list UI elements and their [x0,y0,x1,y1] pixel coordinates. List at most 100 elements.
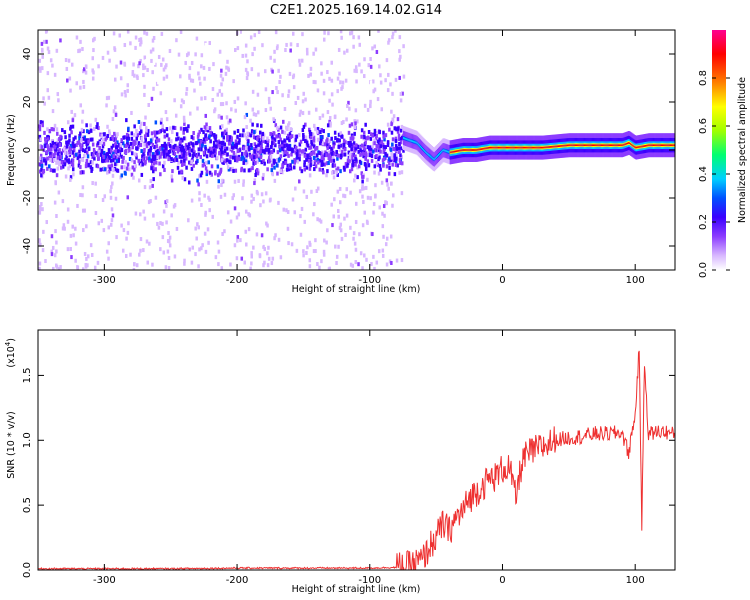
spectrogram-cell [64,58,68,63]
spectrogram-cell [363,210,366,215]
spectrogram-cell [284,160,287,165]
spectrogram-cell [94,194,97,199]
spectrogram-cell [142,73,145,78]
spectrogram-cell [354,121,357,126]
spectrogram-cell [375,260,379,265]
spectrogram-cell [359,148,362,153]
spectrogram-cell [177,52,181,57]
spectrogram-cell [399,92,403,97]
spectrogram-cell [320,259,323,264]
spectrogram-cell [74,135,77,140]
spectrogram-cell [330,60,333,65]
spectrogram-cell [117,149,120,154]
spectrogram-cell [323,37,326,42]
spectrogram-cell [64,160,68,165]
spectrogram-cell [178,170,181,175]
spectrogram-cell [39,68,42,73]
spectrogram-cell [89,160,93,165]
spectrogram-cell [235,142,239,147]
spectrogram-cell [103,194,107,199]
spectrogram-cell [354,146,357,151]
spectrogram-cell [46,166,49,171]
spectrogram-cell [359,251,363,256]
spectrogram-cell [399,54,402,59]
spectrogram-cell [382,149,385,154]
spectrogram-cell [258,254,262,259]
spectrogram-cell [97,156,100,161]
spectrogram-cell [356,119,359,124]
spectrogram-cell [143,92,146,97]
spectrogram-cell [344,140,347,145]
spectrogram-cell [244,43,248,48]
spectrogram-cell [133,167,136,172]
spectrogram-cell [126,88,129,93]
spectrogram-cell [106,170,109,175]
spectrogram-cell [86,154,90,159]
spectrogram-track-cell [416,142,419,145]
spectrogram-cell [378,130,382,135]
spectrogram-cell [165,127,169,132]
spectrogram-track-cell [418,144,421,147]
spectrogram-cell [297,152,300,157]
spectrogram-track-cell [431,157,434,159]
spectrogram-track-cell [420,146,423,149]
spectrogram-cell [223,229,226,234]
spectrogram-cell [377,171,381,176]
spectrogram-cell [372,202,376,207]
spectrogram-cell [49,151,52,156]
spectrogram-cell [364,136,368,141]
spectrogram-cell [379,80,383,85]
spectrogram-cell [284,148,288,153]
spectrogram-cell [162,67,166,72]
spectrogram-cell [40,47,44,52]
spectrogram-cell [349,225,352,230]
spectrogram-track-cell [651,144,653,147]
spectrogram-cell [187,51,190,56]
spectrogram-cell [380,139,384,144]
spectrogram-cell [271,136,274,141]
spectrogram-track-cell [623,143,626,146]
spectrogram-cell [204,42,208,47]
spectrogram-cell [143,216,147,221]
spectrogram-cell [182,100,185,105]
spectrogram-cell [277,140,281,145]
spectrogram-cell [45,39,48,44]
spectrogram-cell [163,167,166,172]
spectrogram-cell [398,170,401,175]
spectrogram-cell [137,64,140,69]
spectrogram-cell [95,124,99,129]
spectrogram-cell [139,37,143,42]
spectrogram-cell [220,266,224,270]
spectrogram-cell [100,218,104,223]
spectrogram-cell [326,70,329,75]
spectrogram-cell [172,158,176,163]
spectrogram-cell [67,166,70,171]
spectrogram-cell [43,144,47,149]
spectrogram-cell [121,159,124,164]
spectrogram-cell [311,160,315,165]
spectrogram-track-cell [588,144,591,147]
spectrogram-ytick-label: 40 [22,48,33,61]
spectrogram-cell [64,174,68,179]
spectrogram-cell [349,152,352,157]
spectrogram-track-cell [501,146,504,149]
spectrogram-cell [129,141,133,146]
spectrogram-track-cell [469,149,472,151]
spectrogram-cell [164,65,167,70]
spectrogram-cell [183,121,186,126]
spectrogram-cell [100,134,104,139]
spectrogram-cell [379,73,382,78]
spectrogram-cell [273,42,277,47]
spectrogram-cell [40,202,43,207]
spectrogram-cell [267,150,271,155]
spectrogram-cell [126,83,130,88]
spectrogram-cell [82,79,85,84]
spectrogram-cell [253,142,257,147]
spectrogram-track-cell [655,144,658,147]
spectrogram-track-cell [647,144,649,147]
spectrogram-cell [237,154,241,159]
spectrogram-cell [360,143,364,148]
spectrogram-cell [248,213,252,218]
spectrogram-cell [233,155,237,160]
spectrogram-cell [115,148,118,153]
